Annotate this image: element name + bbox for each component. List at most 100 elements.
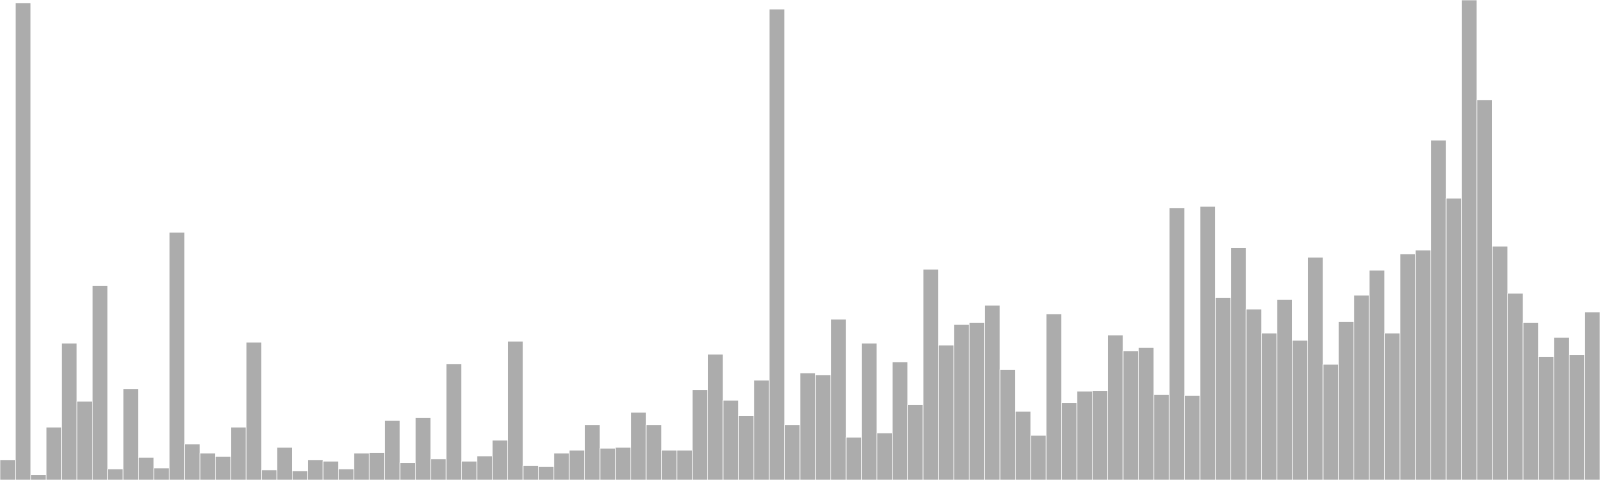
histogram-bar: [522, 465, 539, 480]
histogram-bar: [553, 452, 570, 480]
histogram-bar: [1415, 249, 1432, 480]
histogram-bar: [307, 459, 324, 480]
histogram-bar: [1445, 197, 1462, 480]
histogram-bar: [1307, 256, 1324, 480]
histogram-bar: [1568, 354, 1585, 480]
histogram-bar: [45, 426, 62, 480]
histogram-bar: [1384, 332, 1401, 480]
histogram-bar: [230, 426, 247, 480]
histogram-bar: [1076, 390, 1093, 480]
histogram-bar: [692, 389, 708, 480]
histogram-bar: [1030, 435, 1047, 480]
histogram-bar: [707, 353, 724, 480]
histogram-bar: [1092, 390, 1108, 480]
histogram-bar: [1122, 350, 1139, 480]
histogram-bar: [107, 468, 124, 480]
histogram-bar: [1168, 207, 1185, 480]
histogram-bar: [984, 304, 1001, 480]
histogram-bar: [338, 468, 355, 480]
histogram-bar: [1153, 394, 1170, 480]
histogram-bar: [245, 341, 262, 480]
histogram-bar: [676, 449, 693, 480]
histogram-bar: [1461, 0, 1478, 480]
histogram-bar: [538, 466, 555, 480]
histogram-bar: [938, 344, 955, 480]
histogram-bar: [276, 447, 293, 480]
histogram-bar: [861, 342, 878, 480]
histogram-bar: [1368, 269, 1385, 480]
histogram-bar: [1507, 292, 1524, 480]
histogram-bar: [261, 469, 278, 480]
histogram-bar: [292, 470, 308, 480]
histogram-bar: [1261, 332, 1278, 480]
histogram-bar: [399, 462, 416, 480]
histogram-bar: [1399, 253, 1416, 480]
histogram-bar: [1276, 299, 1293, 480]
histogram-bar: [353, 452, 370, 480]
histogram-bar: [1292, 340, 1308, 480]
histogram-bar: [122, 388, 139, 480]
histogram-bar: [476, 455, 493, 480]
histogram-bar: [168, 232, 185, 480]
histogram-bar: [738, 415, 755, 480]
histogram-bar: [92, 285, 108, 480]
histogram-bar: [753, 379, 770, 480]
histogram-bar: [322, 460, 339, 480]
histogram-bar: [1322, 364, 1339, 480]
histogram-bar: [1184, 395, 1201, 480]
histogram-bar: [15, 2, 32, 480]
histogram-bar: [507, 340, 524, 480]
histogram-bar: [584, 424, 601, 480]
histogram-bar: [1015, 411, 1032, 480]
histogram-bar: [153, 467, 170, 480]
histogram-bar: [492, 439, 508, 480]
histogram-bar: [968, 322, 985, 480]
histogram-bar: [815, 374, 832, 480]
histogram-bar: [599, 448, 616, 480]
histogram-bar: [1338, 321, 1355, 480]
histogram-bar: [1107, 334, 1124, 480]
histogram-bar: [1476, 99, 1493, 480]
histogram-bar: [445, 363, 462, 480]
histogram-bar: [1215, 297, 1232, 480]
histogram-bar: [1353, 294, 1370, 480]
histogram-bar: [722, 400, 739, 480]
histogram-bar: [1045, 313, 1062, 480]
histogram-bar: [1522, 322, 1539, 480]
histogram-bar: [907, 404, 924, 480]
histogram-bar: [630, 412, 647, 480]
histogram-bar: [1492, 245, 1508, 480]
histogram-bar: [61, 342, 78, 480]
histogram-bar: [199, 452, 216, 480]
histogram-bar: [384, 420, 401, 480]
histogram-bar: [1538, 356, 1555, 480]
histogram-bar: [0, 459, 16, 480]
histogram-bar: [215, 456, 232, 480]
histogram-bar: [784, 424, 801, 480]
histogram-bar: [461, 460, 478, 480]
histogram-bar: [1138, 347, 1155, 480]
histogram-bar: [184, 443, 201, 480]
histogram-bar: [76, 400, 93, 480]
histogram-bar: [415, 417, 432, 480]
histogram-bar: [1430, 139, 1447, 480]
histogram-bar: [953, 324, 970, 480]
histogram-bar: [30, 474, 47, 480]
histogram-bar: [1199, 206, 1216, 480]
histogram-bar: [138, 457, 155, 480]
histogram-bar: [999, 369, 1016, 480]
histogram-bar: [768, 8, 785, 480]
histogram-bar: [1553, 337, 1570, 480]
histogram-bar: [1584, 311, 1600, 480]
histogram-bar: [661, 449, 678, 480]
histogram-bar: [799, 372, 816, 480]
histogram-bar: [368, 452, 385, 480]
histogram-bar: [430, 458, 447, 480]
histogram-bar: [876, 432, 893, 480]
histogram-bar: [615, 447, 632, 480]
histogram-bar: [645, 424, 662, 480]
histogram-bar: [1245, 308, 1262, 480]
